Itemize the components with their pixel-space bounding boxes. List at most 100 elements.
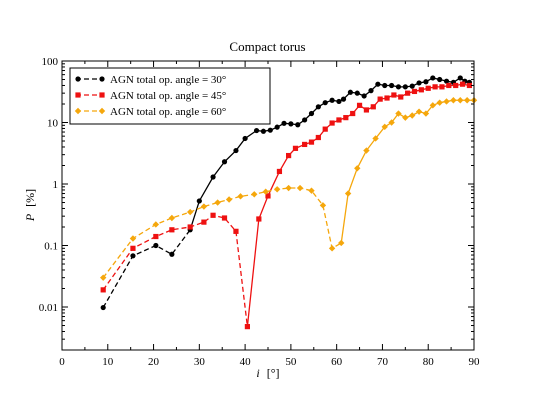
legend-label: AGN total op. angle = 45°: [110, 90, 226, 102]
data-point: [221, 215, 228, 221]
data-point: [439, 84, 445, 90]
data-point: [466, 82, 473, 89]
data-point: [398, 94, 404, 100]
data-point: [416, 80, 422, 86]
series-3-dashed-line: [102, 187, 342, 279]
data-point: [251, 191, 258, 198]
data-point: [267, 127, 273, 133]
x-tick-label: 40: [240, 356, 252, 368]
data-point: [463, 97, 471, 104]
x-tick-label: 90: [469, 356, 481, 368]
data-point: [296, 184, 304, 192]
series-1: [100, 75, 473, 311]
y-tick-label: 0.1: [44, 241, 58, 253]
series-2-solid-line: [246, 83, 470, 327]
data-point: [130, 245, 136, 251]
chart-title: Compact torus: [229, 39, 305, 54]
data-point: [308, 139, 315, 145]
data-point: [322, 100, 328, 106]
y-axis-variable: P: [23, 213, 37, 222]
data-point: [356, 102, 363, 108]
y-axis: 0.01 0.1 1 10 100: [39, 56, 474, 340]
data-point: [437, 76, 443, 83]
data-point: [274, 124, 280, 130]
data-point: [409, 112, 416, 119]
data-point: [100, 287, 106, 293]
data-point: [368, 88, 374, 94]
data-point: [425, 85, 431, 91]
data-point: [336, 117, 342, 123]
data-point: [377, 96, 383, 102]
x-axis: 0 10 20 30 40 50 60 70 80 90: [59, 61, 480, 368]
data-point: [354, 90, 360, 96]
data-point: [100, 274, 107, 281]
data-point: [457, 97, 464, 104]
data-point: [350, 110, 356, 117]
data-point: [201, 219, 207, 225]
data-point: [214, 199, 221, 206]
legend: AGN total op. angle = 30° AGN total op. a…: [69, 67, 271, 125]
legend-item: AGN total op. angle = 30°: [75, 74, 226, 86]
data-point: [391, 92, 397, 98]
legend-marker: [75, 92, 81, 98]
data-point: [256, 216, 262, 222]
y-tick-label: 10: [47, 118, 59, 130]
data-point: [409, 83, 415, 89]
data-point: [260, 128, 267, 134]
data-point: [363, 147, 370, 154]
data-point: [225, 196, 233, 203]
data-point: [281, 120, 287, 126]
data-point: [422, 110, 430, 117]
data-point: [459, 81, 466, 87]
data-point: [411, 88, 418, 95]
data-point: [221, 159, 228, 165]
data-point: [292, 145, 299, 151]
data-point: [233, 147, 239, 154]
data-point: [288, 121, 294, 127]
data-point: [210, 174, 216, 180]
data-point: [100, 304, 106, 311]
data-point: [384, 95, 390, 101]
legend-item: AGN total op. angle = 60°: [74, 106, 226, 118]
data-point: [265, 193, 271, 199]
data-point: [200, 203, 208, 210]
x-axis-unit: [°]: [267, 366, 280, 380]
data-point: [308, 110, 315, 117]
data-point: [262, 188, 269, 195]
data-point: [286, 152, 292, 159]
data-point: [242, 135, 248, 142]
data-point: [430, 75, 436, 81]
y-axis-unit: [%]: [23, 189, 37, 207]
data-point: [302, 141, 308, 148]
data-point: [418, 87, 424, 93]
data-point: [153, 242, 159, 249]
data-point: [315, 104, 321, 110]
data-point: [395, 84, 402, 90]
data-point: [343, 115, 349, 121]
data-point: [253, 127, 260, 134]
data-point: [336, 98, 342, 105]
y-tick-label: 0.01: [39, 302, 58, 314]
data-point: [169, 227, 175, 233]
data-point: [372, 135, 379, 142]
data-point: [347, 89, 353, 95]
data-point: [423, 79, 429, 85]
x-tick-label: 50: [285, 356, 297, 368]
data-point: [381, 123, 388, 131]
data-point: [402, 84, 408, 90]
data-point: [285, 184, 292, 192]
data-point: [130, 253, 136, 259]
x-tick-label: 10: [102, 356, 114, 368]
legend-marker: [98, 107, 106, 115]
data-point: [329, 97, 335, 103]
x-tick-label: 30: [194, 356, 206, 368]
data-point: [308, 187, 315, 194]
data-point: [361, 93, 367, 99]
data-point: [436, 99, 443, 106]
data-point: [450, 97, 457, 104]
data-point: [196, 198, 202, 204]
data-point: [302, 117, 308, 123]
data-point: [446, 82, 452, 89]
y-axis-label: P [%]: [23, 189, 37, 222]
